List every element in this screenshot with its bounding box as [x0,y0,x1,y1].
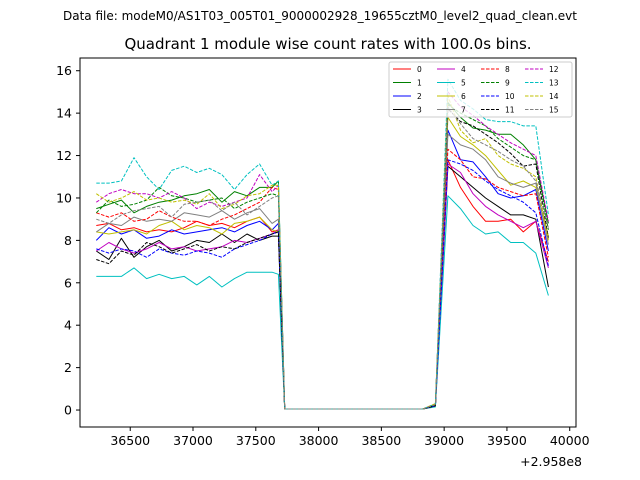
legend-label-3: 3 [417,106,422,115]
plot-area: 36500 37000 37500 38000 38500 39000 39500 40000… [56,57,590,469]
y-tick-label: 2 [64,360,72,375]
series-line-15 [96,106,549,410]
legend-label-13: 13 [549,79,559,88]
y-tick-label: 6 [64,275,72,290]
y-tick-label: 4 [64,318,72,333]
x-tick-label: 38500 [361,433,401,448]
legend-label-15: 15 [549,106,559,115]
legend-label-6: 6 [461,92,466,101]
x-axis: 36500 37000 37500 38000 38500 39000 39500 40000 [110,427,590,448]
series-line-10 [96,159,549,410]
x-tick-label: 40000 [550,433,590,448]
y-tick-label: 10 [56,190,72,205]
legend-label-2: 2 [417,92,422,101]
legend-label-4: 4 [461,65,466,74]
legend-label-8: 8 [505,65,510,74]
x-offset-label: +2.958e8 [520,454,582,469]
legend-label-9: 9 [505,79,510,88]
legend-label-10: 10 [505,92,515,101]
legend-label-5: 5 [461,79,466,88]
y-axis: 0 2 4 6 8 10 12 14 16 [56,63,80,418]
x-tick-label: 39000 [424,433,464,448]
y-tick-label: 14 [56,106,72,121]
y-tick-label: 16 [56,63,72,78]
legend-label-1: 1 [417,79,422,88]
legend-label-11: 11 [505,106,515,115]
figure-suptitle: Data file: modeM0/AS1T03_005T01_90000029… [63,9,577,23]
series-layer [95,78,549,410]
y-tick-label: 12 [56,148,72,163]
axes-frame [79,57,577,428]
x-tick-label: 38000 [299,433,339,448]
legend-label-7: 7 [461,106,466,115]
legend-label-12: 12 [549,65,559,74]
chart-title: Quadrant 1 module wise count rates with … [124,35,531,53]
x-tick-label: 37000 [173,433,213,448]
y-tick-label: 0 [64,403,72,418]
x-tick-label: 36500 [110,433,150,448]
x-tick-label: 37500 [236,433,276,448]
legend-label-14: 14 [549,92,559,101]
legend-box [388,61,573,118]
x-tick-label: 39500 [487,433,527,448]
legend-label-0: 0 [417,65,422,74]
y-tick-label: 8 [64,233,72,248]
